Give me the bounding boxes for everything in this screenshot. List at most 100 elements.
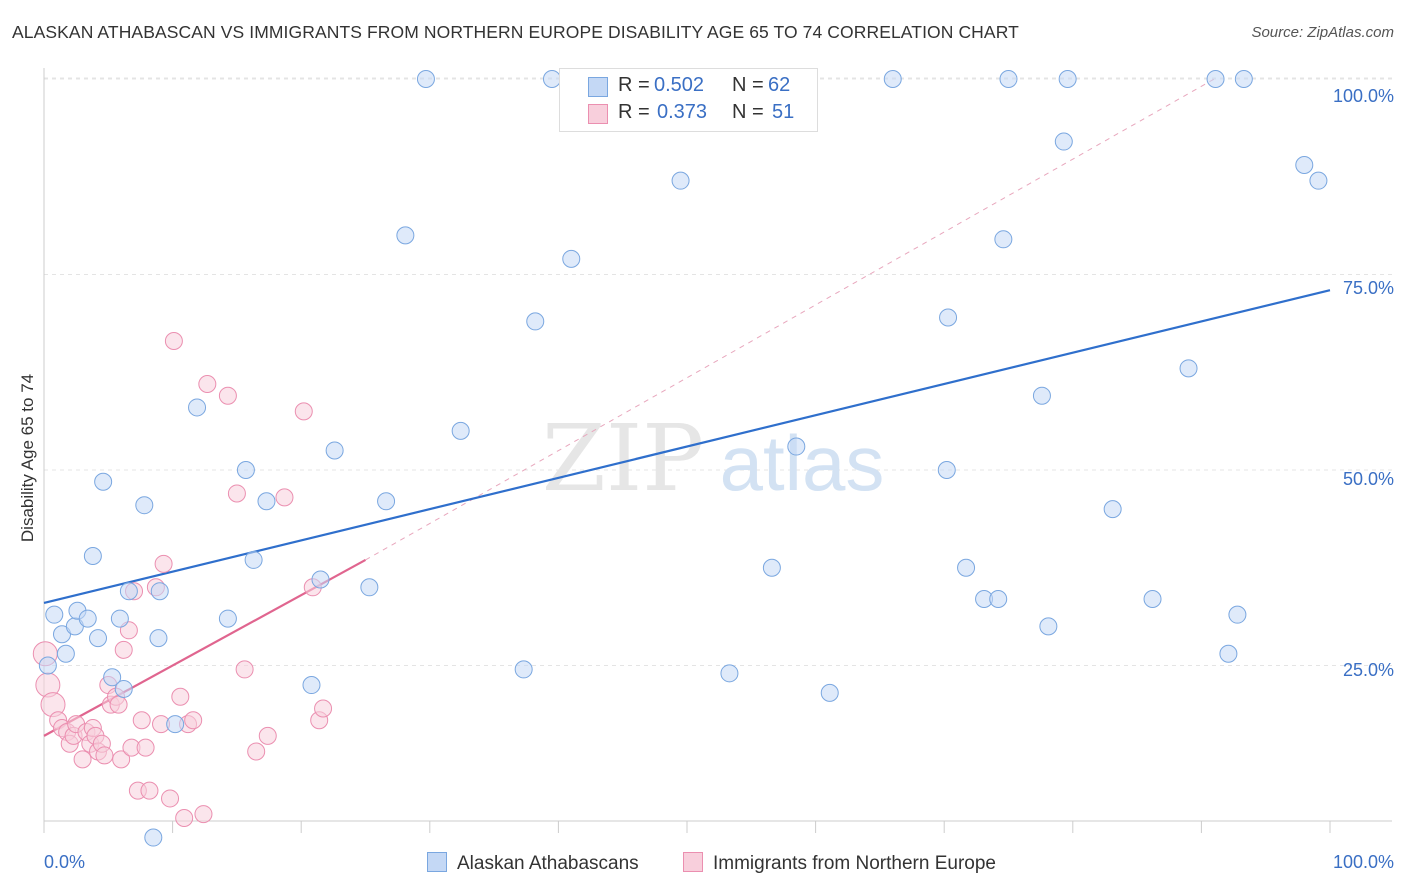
data-point-northern-europe xyxy=(194,805,213,824)
legend-swatch-blue xyxy=(588,77,608,97)
y-tick-label-75: 75.0% xyxy=(1342,278,1394,298)
legend-n-label: N = xyxy=(732,74,764,96)
data-point-athabascans xyxy=(542,70,561,88)
data-point-northern-europe xyxy=(175,808,194,827)
legend-item-athabascans: Alaskan Athabascans xyxy=(427,852,639,875)
y-axis-title: Disability Age 65 to 74 xyxy=(18,373,37,543)
data-point-northern-europe xyxy=(294,402,313,421)
watermark-atlas: atlas xyxy=(720,419,885,507)
data-point-athabascans xyxy=(360,578,379,597)
data-point-northern-europe xyxy=(114,640,133,659)
data-point-athabascans xyxy=(1143,590,1162,609)
data-point-northern-europe xyxy=(275,488,294,507)
data-point-northern-europe xyxy=(227,484,246,503)
correlation-legend: R = 0.502 N = 62 R = 0.373 N = 51 xyxy=(559,68,818,132)
data-point-northern-europe xyxy=(218,386,237,405)
legend-n-value: 62 xyxy=(768,74,791,96)
data-point-athabascans xyxy=(218,609,237,628)
data-point-northern-europe xyxy=(132,711,151,730)
data-point-athabascans xyxy=(526,312,545,331)
data-point-northern-europe xyxy=(235,660,254,679)
data-point-northern-europe xyxy=(247,742,266,761)
data-point-athabascans xyxy=(787,437,806,456)
data-point-athabascans xyxy=(1179,359,1198,378)
data-point-athabascans xyxy=(135,496,154,515)
legend-swatch-pink xyxy=(683,852,703,872)
data-point-athabascans xyxy=(883,70,902,88)
data-point-athabascans xyxy=(311,570,330,589)
watermark-zip: ZIP xyxy=(542,405,704,512)
legend-r-label: R = xyxy=(618,101,650,123)
data-points xyxy=(32,70,1328,847)
data-point-athabascans xyxy=(94,472,113,491)
trend-line-northern-europe-extended xyxy=(365,78,1215,561)
x-tick-label-100: 100.0% xyxy=(1332,852,1394,872)
data-point-northern-europe xyxy=(73,750,92,769)
data-point-athabascans xyxy=(1234,70,1253,88)
data-point-athabascans xyxy=(377,492,396,511)
data-point-athabascans xyxy=(1103,500,1122,519)
data-point-athabascans xyxy=(110,609,129,628)
legend-r-value: 0.373 xyxy=(657,101,708,123)
data-point-northern-europe xyxy=(171,687,190,706)
data-point-northern-europe xyxy=(198,374,217,393)
data-point-athabascans xyxy=(1219,644,1238,663)
data-point-athabascans xyxy=(514,660,533,679)
data-point-athabascans xyxy=(820,683,839,702)
data-point-athabascans xyxy=(1032,386,1051,405)
data-point-athabascans xyxy=(103,668,122,687)
data-point-athabascans xyxy=(119,582,138,601)
data-point-athabascans xyxy=(451,421,470,440)
data-point-athabascans xyxy=(1206,70,1225,88)
trend-line-athabascans xyxy=(43,289,1331,605)
data-point-athabascans xyxy=(150,582,169,601)
data-point-northern-europe xyxy=(95,746,114,765)
data-point-northern-europe xyxy=(154,554,173,573)
data-point-athabascans xyxy=(762,558,781,577)
data-point-athabascans xyxy=(244,550,263,569)
data-point-athabascans xyxy=(38,656,57,675)
data-point-athabascans xyxy=(939,308,958,327)
data-point-athabascans xyxy=(144,828,163,847)
legend-swatch-blue xyxy=(427,852,447,872)
chart-title: ALASKAN ATHABASCAN VS IMMIGRANTS FROM NO… xyxy=(12,22,1019,42)
data-point-athabascans xyxy=(1058,70,1077,88)
data-point-athabascans xyxy=(114,679,133,698)
data-point-northern-europe xyxy=(109,695,128,714)
data-point-athabascans xyxy=(1039,617,1058,636)
data-point-athabascans xyxy=(989,590,1008,609)
data-point-athabascans xyxy=(671,171,690,190)
data-point-athabascans xyxy=(89,629,108,648)
y-tick-label-50: 50.0% xyxy=(1342,469,1394,489)
legend-n-label: N = xyxy=(732,101,764,123)
data-point-athabascans xyxy=(166,715,185,734)
axes xyxy=(43,68,1392,833)
data-point-athabascans xyxy=(1228,605,1247,624)
legend-item-northern-europe: Immigrants from Northern Europe xyxy=(683,852,996,875)
data-point-athabascans xyxy=(1295,156,1314,175)
data-point-athabascans xyxy=(1309,171,1328,190)
y-tick-label-25: 25.0% xyxy=(1342,660,1394,680)
data-point-athabascans xyxy=(416,70,435,88)
data-point-northern-europe xyxy=(112,750,131,769)
data-point-athabascans xyxy=(149,629,168,648)
data-point-athabascans xyxy=(720,664,739,683)
legend-n-value: 51 xyxy=(772,101,795,123)
source-label: Source: ZipAtlas.com xyxy=(1251,24,1394,41)
legend-swatch-pink xyxy=(588,104,608,124)
data-point-northern-europe xyxy=(314,699,333,718)
data-point-athabascans xyxy=(937,461,956,479)
x-tick-label-0: 0.0% xyxy=(44,852,86,872)
legend-label: Immigrants from Northern Europe xyxy=(713,853,996,874)
data-point-athabascans xyxy=(45,605,64,624)
data-point-athabascans xyxy=(999,70,1018,88)
data-point-athabascans xyxy=(1054,132,1073,151)
data-point-athabascans xyxy=(302,676,321,695)
data-point-northern-europe xyxy=(258,726,277,745)
data-point-athabascans xyxy=(236,461,255,479)
data-point-athabascans xyxy=(83,547,102,566)
data-point-northern-europe xyxy=(140,781,159,800)
data-point-northern-europe xyxy=(164,331,183,350)
legend-label: Alaskan Athabascans xyxy=(457,853,639,874)
